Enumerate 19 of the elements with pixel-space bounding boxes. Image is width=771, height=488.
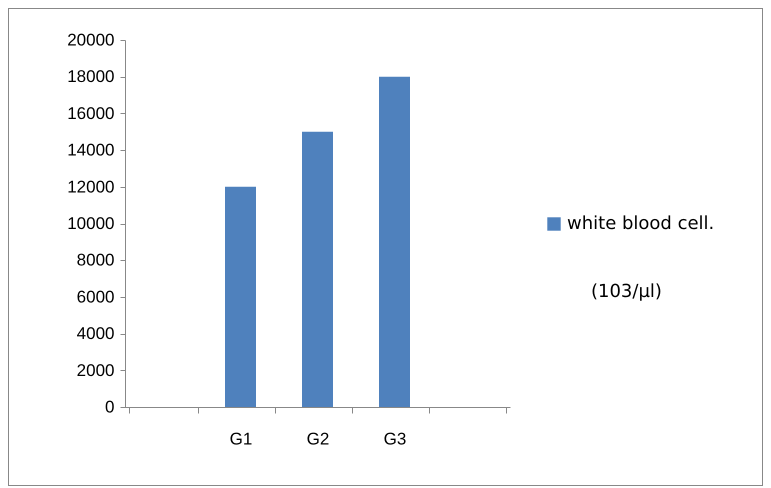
legend-label: white blood cell. xyxy=(567,213,714,234)
y-tick-label: 12000 xyxy=(67,177,114,196)
bar xyxy=(225,186,256,407)
text: (103/µl) xyxy=(591,281,662,302)
y-tick-label: 16000 xyxy=(67,104,114,123)
x-tick-label: G3 xyxy=(384,430,406,448)
x-tick-label: G1 xyxy=(230,430,252,448)
y-tick-label: 10000 xyxy=(67,214,114,233)
y-tick-label: 4000 xyxy=(76,324,114,344)
y-tick-label: 14000 xyxy=(67,140,114,160)
y-tick-label: 2000 xyxy=(76,360,114,380)
y-tick-label: 20000 xyxy=(67,30,114,50)
y-tick-label: 18000 xyxy=(67,67,114,86)
y-tick-label: 6000 xyxy=(76,287,114,306)
x-tick-label: G2 xyxy=(306,430,330,448)
y-tick-label: 8000 xyxy=(76,250,114,270)
y-tick-label: 0 xyxy=(105,398,114,416)
bar xyxy=(379,76,410,407)
bar xyxy=(302,132,333,407)
